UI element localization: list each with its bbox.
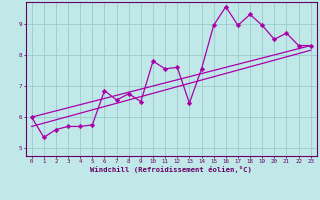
X-axis label: Windchill (Refroidissement éolien,°C): Windchill (Refroidissement éolien,°C)	[90, 166, 252, 173]
